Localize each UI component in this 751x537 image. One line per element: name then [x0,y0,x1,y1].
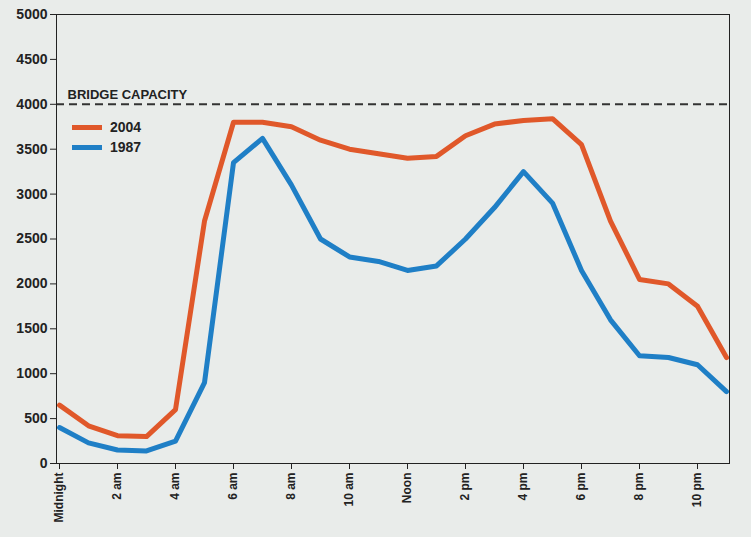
svg-text:2 pm: 2 pm [458,473,472,501]
svg-text:0: 0 [40,455,48,471]
svg-text:2000: 2000 [16,275,47,291]
svg-text:6 pm: 6 pm [574,473,588,501]
svg-text:3000: 3000 [16,186,47,202]
svg-text:8 am: 8 am [284,473,298,500]
svg-text:4 pm: 4 pm [516,473,530,501]
svg-text:BRIDGE CAPACITY: BRIDGE CAPACITY [68,87,188,102]
svg-text:8 pm: 8 pm [632,473,646,501]
svg-text:1000: 1000 [16,365,47,381]
svg-text:6 am: 6 am [226,473,240,500]
svg-text:3500: 3500 [16,141,47,157]
svg-text:Noon: Noon [400,473,414,504]
svg-text:10 am: 10 am [342,473,356,507]
html-text:2004: 2004 [110,119,142,135]
svg-text:1500: 1500 [16,320,47,336]
svg-text:4 am: 4 am [168,473,182,500]
svg-text:5000: 5000 [16,6,47,22]
html-text:1987: 1987 [110,139,142,155]
svg-text:4500: 4500 [16,51,47,67]
svg-text:500: 500 [24,410,48,426]
svg-text:4000: 4000 [16,96,47,112]
svg-text:2 am: 2 am [110,473,124,500]
svg-text:10 pm: 10 pm [690,473,704,508]
svg-text:2500: 2500 [16,230,47,246]
svg-text:Midnight: Midnight [52,473,66,523]
